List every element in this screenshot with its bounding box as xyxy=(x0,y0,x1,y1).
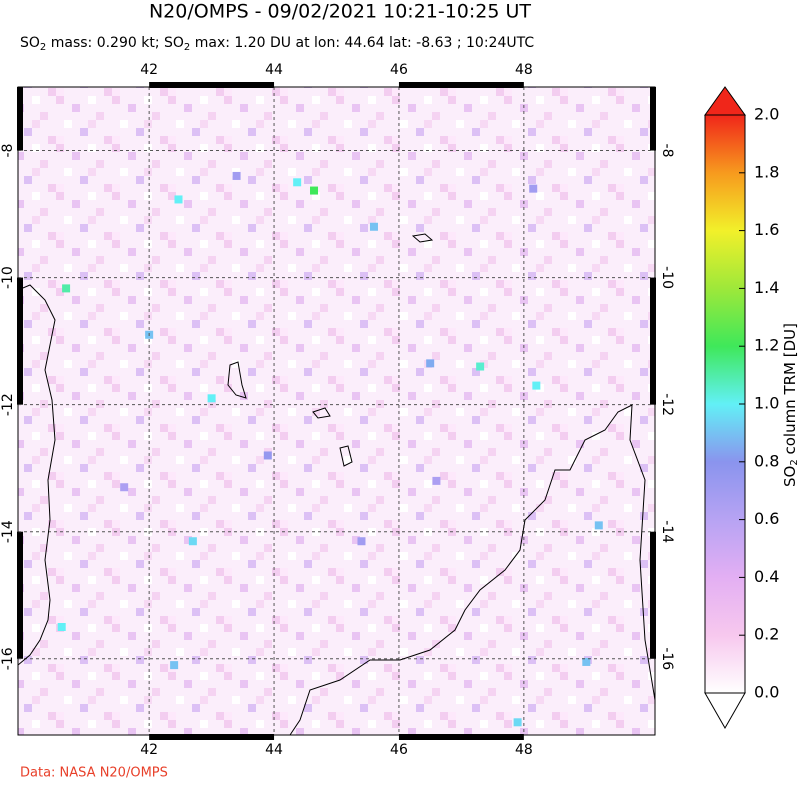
y-tick-label: -8 xyxy=(659,144,675,158)
so2-pixel xyxy=(594,521,603,530)
so2-pixel xyxy=(582,657,591,666)
so2-pixel xyxy=(426,359,435,368)
so2-pixel xyxy=(120,483,129,492)
x-tick-label: 46 xyxy=(390,62,408,78)
y-tick-label: -14 xyxy=(659,520,675,543)
edge-bar xyxy=(17,277,23,405)
edge-bar xyxy=(650,87,656,151)
colorbar-label-part: SO xyxy=(781,466,799,487)
grid-layer xyxy=(17,82,656,740)
colorbar-tick-label: 1.8 xyxy=(754,162,779,181)
colorbar-tick-label: 0.0 xyxy=(754,683,779,702)
so2-pixel xyxy=(188,537,197,546)
so2-pixel xyxy=(310,186,319,195)
colorbar-tick-label: 1.6 xyxy=(754,220,779,239)
so2-pixel xyxy=(532,381,541,390)
so2-pixel xyxy=(529,184,538,193)
so2-pixel xyxy=(174,195,183,204)
colorbar-tick-label: 0.6 xyxy=(754,509,779,528)
so2-pixel xyxy=(57,623,66,631)
y-tick-label: -16 xyxy=(0,647,16,670)
colorbar-label-part: 2 xyxy=(789,459,800,465)
so2-pixel xyxy=(170,661,179,670)
so2-pixel xyxy=(369,222,378,231)
x-tick-label: 42 xyxy=(140,62,158,78)
colorbar-tick-label: 0.8 xyxy=(754,451,779,470)
y-tick-label: -12 xyxy=(0,393,16,416)
title: N20/OMPS - 09/02/2021 10:21-10:25 UT xyxy=(149,1,531,23)
so2-pixel xyxy=(432,476,441,485)
so2-pixel xyxy=(476,362,485,371)
colorbar-min-arrow xyxy=(704,692,746,730)
edge-bar xyxy=(398,734,524,740)
subtitle: SO2 mass: 0.290 kt; SO2 max: 1.20 DU at … xyxy=(20,35,534,53)
y-tick-label: -16 xyxy=(659,647,675,670)
subtitle-part: max: 1.20 DU at lon: 44.64 lat: -8.63 ; … xyxy=(190,35,534,51)
colorbar-tick-label: 1.2 xyxy=(754,336,779,355)
colorbar-label: SO2 column TRM [DU] xyxy=(781,323,801,487)
edge-bar xyxy=(398,82,524,88)
island xyxy=(227,361,247,399)
coast-madagascar xyxy=(289,404,655,735)
y-tick-label: -12 xyxy=(659,393,675,416)
x-tick-label: 44 xyxy=(265,742,283,758)
x-tick-label: 48 xyxy=(515,62,533,78)
colorbar-label-part: column TRM [DU] xyxy=(781,323,799,459)
colorbar-tick-label: 0.4 xyxy=(754,567,779,586)
edge-bar xyxy=(650,531,656,659)
so2-pixel xyxy=(293,178,302,187)
y-tick-label: -10 xyxy=(659,266,675,289)
so2-pixel xyxy=(207,394,216,403)
colorbar-max-arrow xyxy=(704,86,746,116)
subtitle-part: mass: 0.290 kt; SO xyxy=(46,35,184,51)
so2-pixel xyxy=(513,718,522,727)
y-tick-label: -10 xyxy=(0,266,16,289)
x-tick-label: 48 xyxy=(515,742,533,758)
edge-bar xyxy=(149,734,275,740)
subtitle-part: 2 xyxy=(40,42,46,53)
edge-bar xyxy=(149,82,275,88)
so2-pixel xyxy=(357,537,366,546)
x-tick-label: 46 xyxy=(390,742,408,758)
credit: Data: NASA N20/OMPS xyxy=(20,766,168,781)
x-tick-label: 42 xyxy=(140,742,158,758)
coastlines xyxy=(18,233,655,735)
so2-pixel xyxy=(263,451,272,460)
edge-bar xyxy=(17,531,23,659)
island xyxy=(312,407,331,419)
x-tick-label: 44 xyxy=(265,62,283,78)
background-field xyxy=(18,87,655,735)
so2-pixel xyxy=(62,284,71,293)
y-tick-label: -14 xyxy=(0,520,16,543)
subtitle-part: SO xyxy=(20,35,40,51)
plot-frame xyxy=(17,86,656,736)
edge-bar xyxy=(17,87,23,151)
coast-africa xyxy=(18,284,56,666)
colorbar: 0.0 0.2 0.4 0.6 0.8 1.0 1.2 1.4 1.6 1.8 2.0 SO2 col… xyxy=(704,86,801,730)
edge-bar xyxy=(650,277,656,405)
so2-pixel xyxy=(232,171,241,180)
colorbar-tick-label: 2.0 xyxy=(754,105,779,124)
colorbar-tick-label: 0.2 xyxy=(754,625,779,644)
island xyxy=(339,445,353,467)
colorbar-tick-label: 1.4 xyxy=(754,278,779,297)
colorbar-tick-label: 1.0 xyxy=(754,394,779,413)
subtitle-part: 2 xyxy=(184,42,190,53)
y-tick-label: -8 xyxy=(0,144,16,158)
island xyxy=(411,233,434,243)
